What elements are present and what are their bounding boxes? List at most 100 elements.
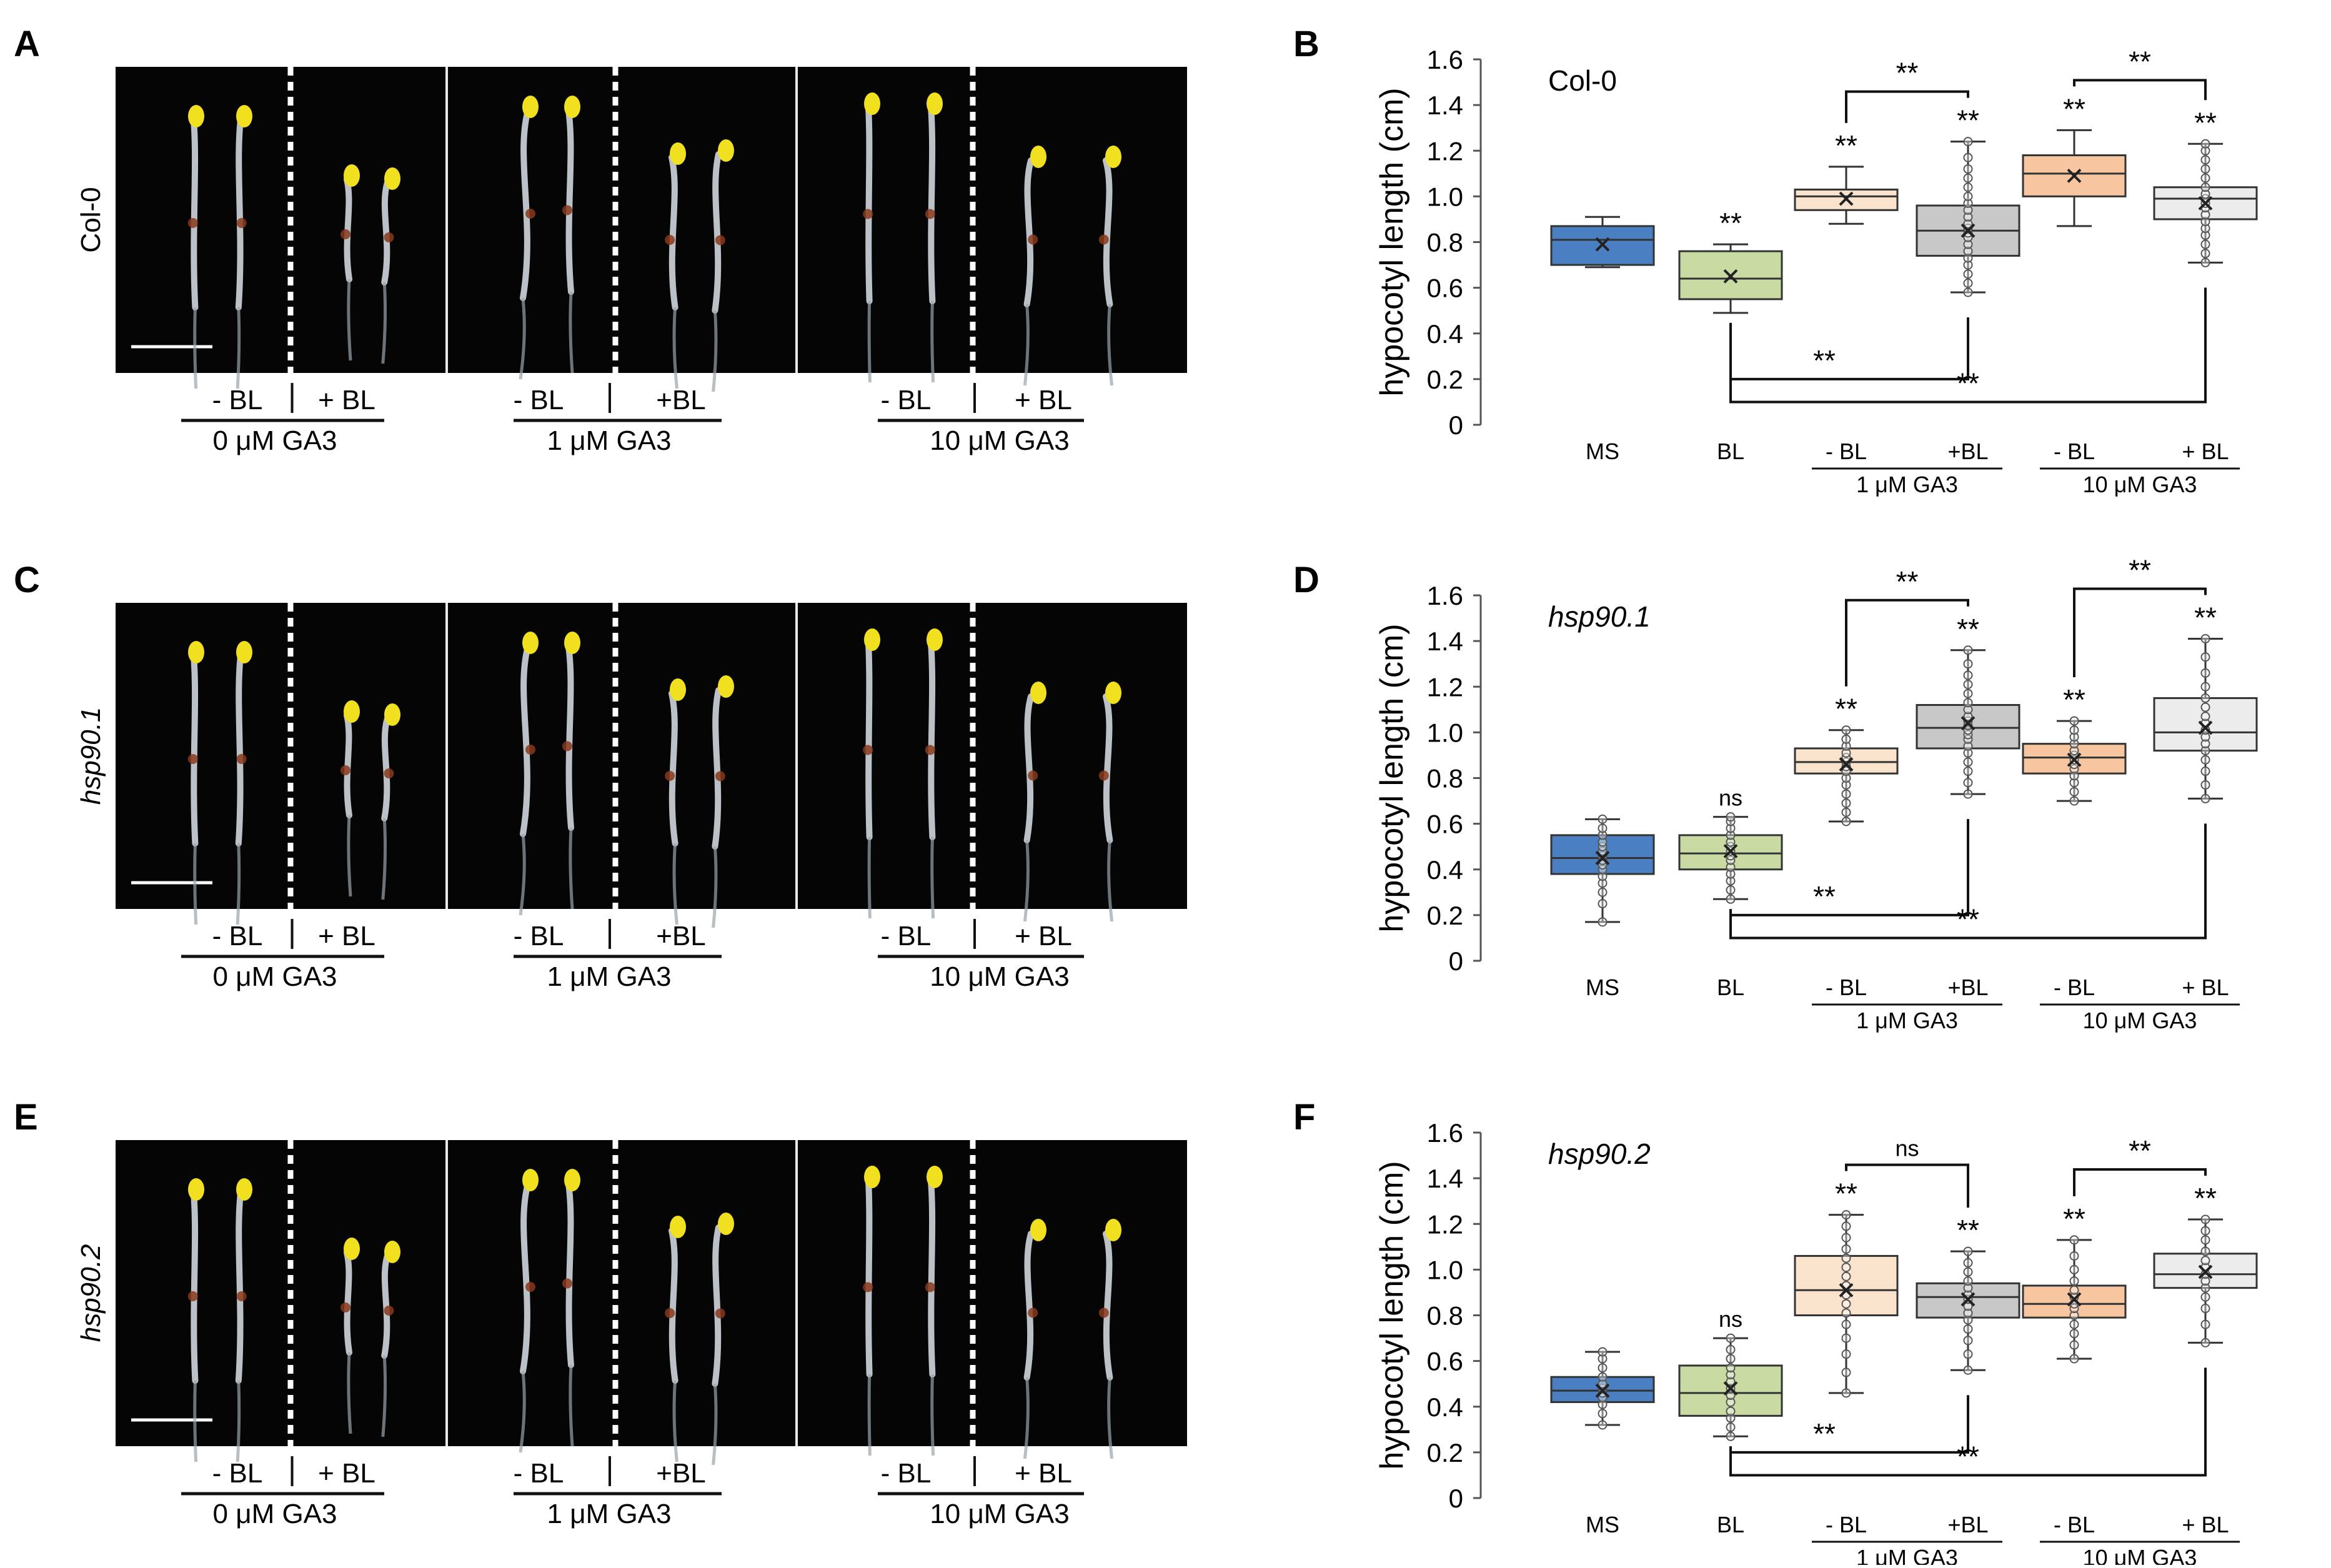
seedling-cotyledon — [927, 628, 943, 651]
data-point — [1841, 780, 1851, 790]
box-5: ** — [2153, 106, 2258, 267]
y-tick-label: 1.0 — [1427, 182, 1463, 211]
data-point — [1963, 164, 1973, 174]
seedling-root — [712, 846, 718, 928]
mean-marker — [2067, 169, 2082, 183]
data-point — [1841, 1299, 1851, 1309]
data-point — [1726, 830, 1736, 840]
seedling-stem — [565, 1181, 574, 1368]
seedling-stem — [520, 643, 531, 837]
comparison-label: ** — [2129, 45, 2151, 77]
data-point — [1598, 878, 1608, 888]
comparison-label: ** — [1896, 565, 1919, 598]
treatment-label-plus-bl: + BL — [318, 385, 375, 415]
seedling-cotyledon — [1030, 1219, 1046, 1241]
comparison-label: ** — [2129, 553, 2151, 586]
data-point — [2200, 164, 2210, 174]
seedling-cotyledon — [188, 1178, 204, 1201]
seedling-cotyledon — [564, 1169, 580, 1191]
seedling-stem — [668, 690, 678, 846]
seedling-root — [930, 300, 935, 383]
seedling-root — [1023, 304, 1030, 386]
comparison-label: ** — [2129, 1134, 2151, 1167]
data-point — [1963, 205, 1973, 215]
panel-letter: A — [14, 24, 40, 64]
seedling-root — [569, 1364, 574, 1447]
seedling-node — [525, 1282, 535, 1292]
seedling-stem — [712, 687, 722, 850]
seedling-root — [347, 815, 352, 897]
data-point — [1726, 869, 1736, 879]
x-category-label: BL — [1717, 1512, 1744, 1537]
comparison-bracket — [1845, 1163, 1969, 1208]
treatment-label-minus-bl: - BL — [212, 1458, 263, 1489]
box-1: ns — [1678, 1306, 1783, 1441]
photo-panel — [116, 1140, 1187, 1446]
photo-panel — [116, 603, 1187, 909]
ga-concentration-label: 10 μM GA3 — [930, 425, 1069, 456]
data-point — [2200, 1304, 2210, 1314]
significance-label: ** — [2194, 106, 2217, 139]
mean-marker — [1595, 237, 1610, 252]
treatment-label-minus-bl: - BL — [881, 1458, 932, 1489]
seedling-root — [193, 307, 198, 389]
y-tick-label: 0.2 — [1427, 365, 1463, 394]
seedling-stem — [191, 653, 199, 846]
data-point — [1726, 1370, 1736, 1380]
data-point — [2069, 771, 2079, 781]
seedling-root — [519, 1371, 526, 1453]
box-iqr — [1794, 1254, 1899, 1316]
data-point — [2200, 189, 2210, 199]
data-point — [1963, 1258, 1973, 1268]
seedling-root — [381, 1355, 387, 1437]
ga-concentration-label: 10 μM GA3 — [930, 961, 1069, 992]
seedling-stem — [381, 1253, 390, 1359]
data-point — [1841, 1388, 1851, 1398]
data-point — [1841, 1319, 1851, 1329]
y-tick-label: 0 — [1449, 1484, 1463, 1513]
box-0 — [1550, 216, 1655, 269]
seedling-stem — [565, 107, 574, 295]
seedling-stem — [520, 1181, 531, 1374]
significance-label: ** — [1835, 693, 1857, 725]
mean-marker — [2198, 196, 2213, 211]
seedling-root — [712, 1383, 718, 1466]
seedling-node — [340, 229, 350, 239]
seedling-stem — [1023, 693, 1034, 843]
seedling-cotyledon — [864, 92, 880, 115]
mean-marker — [2067, 752, 2082, 767]
data-point — [1726, 1354, 1736, 1364]
seedling-node — [1098, 770, 1109, 781]
seedling-node — [236, 1291, 247, 1301]
seedling-cotyledon — [522, 1169, 539, 1191]
data-point — [1963, 1315, 1973, 1325]
data-point — [2200, 1276, 2210, 1286]
seedling-stem — [1103, 1231, 1113, 1381]
seedling-root — [193, 1380, 198, 1462]
seedling-cotyledon — [236, 105, 252, 127]
seedling-root — [672, 843, 678, 925]
data-point — [1726, 894, 1736, 904]
seedling-cotyledon — [564, 96, 580, 118]
seedling-cotyledon — [864, 628, 880, 651]
box-iqr — [1794, 188, 1899, 211]
x-category-label: + BL — [2182, 975, 2229, 1000]
mean-marker — [2198, 720, 2213, 735]
box-4: ** — [2022, 683, 2127, 806]
seedling-stem — [928, 1178, 936, 1377]
data-point — [2200, 1337, 2210, 1347]
box-5: ** — [2153, 601, 2258, 803]
y-tick-label: 0.8 — [1427, 764, 1463, 793]
seedling-node — [1028, 234, 1038, 245]
seedling-cotyledon — [384, 703, 400, 726]
seedling-root — [569, 827, 574, 910]
seedling-node — [925, 209, 935, 219]
box-1: ns — [1678, 785, 1783, 904]
box-3: ** — [1916, 104, 2020, 297]
x-category-label: - BL — [2054, 975, 2095, 1000]
y-tick-label: 1.2 — [1427, 136, 1463, 166]
data-point — [2200, 712, 2210, 722]
significance-label: ** — [2063, 1203, 2085, 1235]
mean-marker — [1961, 1292, 1976, 1307]
